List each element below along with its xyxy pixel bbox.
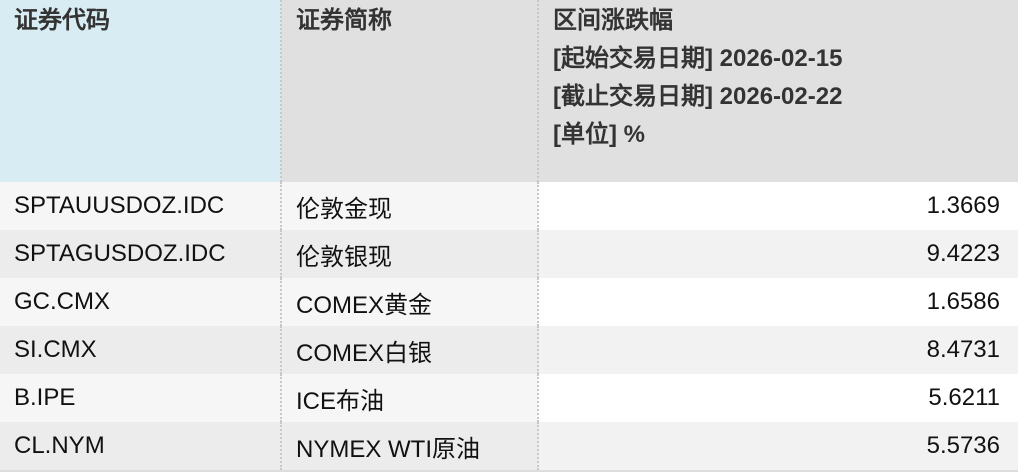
cell-name: COMEX黄金 <box>281 278 539 326</box>
header-change[interactable]: 区间涨跌幅 [起始交易日期] 2026-02-15 [截止交易日期] 2026-… <box>538 0 1018 182</box>
table-row[interactable]: B.IPE ICE布油 5.6211 <box>0 374 1018 422</box>
cell-name: 伦敦银现 <box>281 230 539 278</box>
cell-code: SPTAUUSDOZ.IDC <box>0 182 282 230</box>
cell-change: 9.4223 <box>538 230 1018 278</box>
cell-change: 1.6586 <box>538 278 1018 326</box>
cell-name: COMEX白银 <box>281 326 539 374</box>
table-row[interactable]: CL.NYM NYMEX WTI原油 5.5736 <box>0 422 1018 472</box>
cell-code: CL.NYM <box>0 422 282 472</box>
header-code[interactable]: 证券代码 <box>0 0 282 182</box>
header-row: 证券代码 证券简称 区间涨跌幅 [起始交易日期] 2026-02-15 [截止交… <box>0 0 1018 182</box>
table-row[interactable]: SPTAGUSDOZ.IDC 伦敦银现 9.4223 <box>0 230 1018 278</box>
cell-name: 伦敦金现 <box>281 182 539 230</box>
cell-change: 5.5736 <box>538 422 1018 472</box>
header-start-date: [起始交易日期] 2026-02-15 <box>553 45 843 72</box>
header-name[interactable]: 证券简称 <box>281 0 539 182</box>
header-change-title: 区间涨跌幅 <box>553 7 673 34</box>
cell-change: 8.4731 <box>538 326 1018 374</box>
cell-code: SI.CMX <box>0 326 282 374</box>
cell-change: 5.6211 <box>538 374 1018 422</box>
cell-change: 1.3669 <box>538 182 1018 230</box>
table-row[interactable]: SPTAUUSDOZ.IDC 伦敦金现 1.3669 <box>0 182 1018 230</box>
header-unit: [单位] % <box>553 121 645 148</box>
cell-name: NYMEX WTI原油 <box>281 422 539 472</box>
header-end-date: [截止交易日期] 2026-02-22 <box>553 83 843 110</box>
table-row[interactable]: SI.CMX COMEX白银 8.4731 <box>0 326 1018 374</box>
cell-code: GC.CMX <box>0 278 282 326</box>
cell-code: B.IPE <box>0 374 282 422</box>
cell-code: SPTAGUSDOZ.IDC <box>0 230 282 278</box>
cell-name: ICE布油 <box>281 374 539 422</box>
table-row[interactable]: GC.CMX COMEX黄金 1.6586 <box>0 278 1018 326</box>
